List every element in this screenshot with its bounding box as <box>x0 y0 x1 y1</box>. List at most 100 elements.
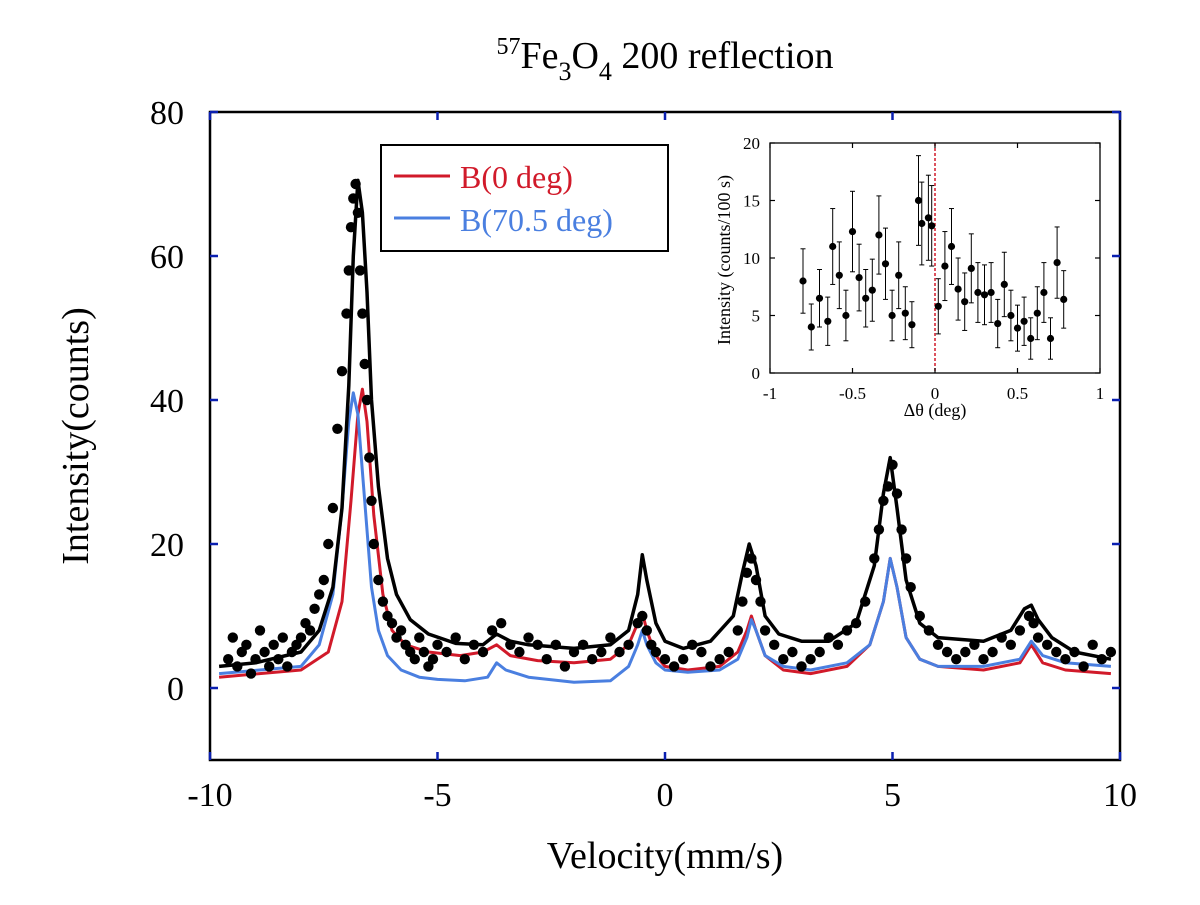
inset-data-point <box>980 291 989 299</box>
data-point <box>327 502 339 514</box>
inset-data-point <box>829 242 837 251</box>
data-point <box>951 654 962 665</box>
data-point <box>304 625 316 636</box>
x-tick-label: 0 <box>657 777 674 814</box>
data-point <box>605 632 616 643</box>
inset-data-point <box>1027 334 1035 343</box>
data-point <box>814 646 825 658</box>
data-point <box>250 654 261 665</box>
inset-data-point <box>799 277 807 285</box>
data-point <box>668 661 680 672</box>
data-point <box>1042 639 1053 650</box>
data-point <box>900 553 912 564</box>
data-point <box>1028 618 1039 629</box>
data-point <box>614 646 625 658</box>
inset-data-point <box>941 262 949 270</box>
data-point <box>477 646 489 658</box>
inset-data-point <box>1053 259 1061 267</box>
inset-data-point <box>928 222 936 230</box>
data-point <box>755 596 766 607</box>
inset-data-point <box>967 264 975 272</box>
main-series-layer <box>218 178 1117 684</box>
inset-series-layer <box>799 143 1068 373</box>
inset-data-point <box>934 302 942 310</box>
data-point <box>368 538 379 550</box>
data-point <box>978 654 989 665</box>
y-tick-label: 80 <box>150 95 184 132</box>
data-point <box>418 646 430 658</box>
inset-x-axis-label: Δθ (deg) <box>904 400 967 421</box>
data-point <box>323 538 334 550</box>
inset-data-point <box>824 317 832 325</box>
x-axis-label: Velocity(mm/s) <box>547 835 783 877</box>
data-point <box>841 625 853 636</box>
data-point <box>532 639 543 650</box>
data-point <box>357 308 368 319</box>
legend: B(0 deg) B(70.5 deg) <box>380 144 669 252</box>
data-point <box>860 596 871 607</box>
data-point <box>341 308 352 319</box>
data-point <box>1060 654 1071 665</box>
inset-data-point <box>1013 324 1022 332</box>
data-point <box>309 603 320 614</box>
inset-data-point <box>918 219 926 228</box>
inset-data-point <box>881 260 890 268</box>
inset-x-tick-label: -0.5 <box>839 384 866 403</box>
inset-data-point <box>875 231 883 239</box>
inset-data-point <box>994 320 1002 328</box>
data-point <box>577 639 589 650</box>
data-point <box>705 661 716 672</box>
data-point <box>332 423 343 434</box>
data-point <box>1005 639 1016 650</box>
data-point <box>245 668 257 679</box>
y-tick-label: 20 <box>150 527 184 564</box>
data-point <box>873 524 885 535</box>
data-point <box>359 358 370 370</box>
data-point <box>623 639 634 650</box>
x-tick-label: -10 <box>187 777 232 814</box>
data-point <box>414 632 425 643</box>
data-point <box>314 589 325 600</box>
data-point <box>541 654 552 665</box>
data-point <box>732 625 743 636</box>
inset-y-tick-label: 10 <box>743 249 760 268</box>
data-point <box>514 646 525 658</box>
inset-data-point <box>924 214 933 222</box>
data-point <box>432 639 443 650</box>
y-tick-label: 40 <box>150 383 184 420</box>
inset-y-tick-label: 0 <box>752 364 761 383</box>
data-point <box>832 639 844 650</box>
data-point <box>450 632 461 643</box>
data-point <box>996 632 1007 643</box>
data-point <box>568 646 580 658</box>
inset-x-tick-label: 0.5 <box>1007 384 1028 403</box>
inset-data-point <box>1033 309 1041 317</box>
inset-data-point <box>815 294 824 302</box>
y-axis-label: Intensity(counts) <box>55 307 97 565</box>
inset-x-tick-label: 0 <box>931 384 940 403</box>
data-point <box>348 193 359 204</box>
data-point <box>523 632 534 643</box>
inset-data-point <box>842 311 850 320</box>
data-point <box>741 567 753 578</box>
data-point <box>373 574 384 586</box>
data-point <box>427 654 439 665</box>
inset-data-point <box>835 271 843 279</box>
data-point <box>914 610 925 622</box>
inset-data-point <box>987 288 995 297</box>
data-point <box>350 178 361 190</box>
data-point <box>264 661 275 672</box>
data-point <box>254 625 266 636</box>
data-point <box>505 639 516 650</box>
inset-data-point <box>1060 295 1068 303</box>
data-point <box>486 625 498 636</box>
data-point <box>687 639 698 650</box>
data-point <box>823 632 834 643</box>
data-point <box>550 639 561 650</box>
data-point <box>737 596 748 607</box>
data-point <box>364 452 375 463</box>
inset-data-point <box>954 285 962 293</box>
data-point <box>769 639 780 650</box>
